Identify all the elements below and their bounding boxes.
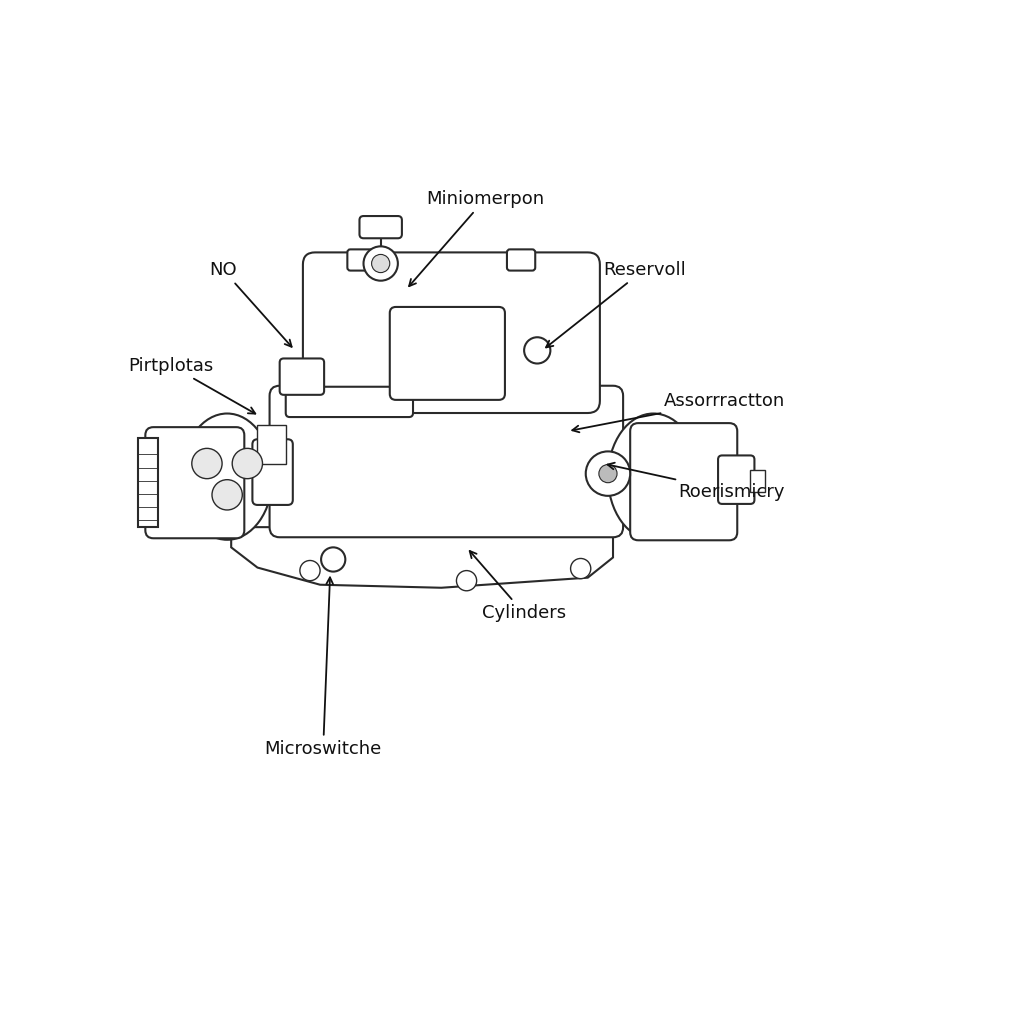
Circle shape	[524, 337, 550, 364]
FancyBboxPatch shape	[303, 252, 600, 413]
Ellipse shape	[608, 414, 698, 540]
Ellipse shape	[181, 414, 272, 540]
Circle shape	[322, 548, 345, 571]
Bar	[751, 470, 765, 492]
Text: Assorrractton: Assorrractton	[572, 392, 784, 432]
Circle shape	[570, 558, 591, 579]
FancyBboxPatch shape	[718, 456, 755, 504]
Circle shape	[586, 452, 630, 496]
Polygon shape	[231, 527, 613, 588]
Circle shape	[191, 449, 222, 478]
FancyBboxPatch shape	[252, 439, 293, 505]
Text: Microswitche: Microswitche	[264, 578, 382, 759]
FancyBboxPatch shape	[390, 307, 505, 400]
Text: Miniomerpon: Miniomerpon	[410, 189, 545, 286]
FancyBboxPatch shape	[280, 358, 325, 395]
Circle shape	[599, 465, 617, 482]
Circle shape	[364, 247, 398, 281]
Circle shape	[232, 449, 262, 478]
Circle shape	[457, 570, 476, 591]
Bar	[257, 425, 286, 464]
Text: Reservoll: Reservoll	[546, 260, 686, 347]
Circle shape	[212, 479, 243, 510]
Circle shape	[372, 254, 390, 272]
Text: Cylinders: Cylinders	[470, 551, 566, 622]
FancyBboxPatch shape	[507, 250, 536, 270]
Text: Pirtplotas: Pirtplotas	[128, 356, 255, 414]
Text: NO: NO	[209, 260, 292, 347]
Text: Roerismicry: Roerismicry	[607, 463, 785, 501]
FancyBboxPatch shape	[347, 250, 376, 270]
FancyBboxPatch shape	[145, 427, 245, 539]
FancyBboxPatch shape	[359, 216, 401, 239]
Circle shape	[300, 560, 321, 581]
FancyBboxPatch shape	[630, 423, 737, 541]
Bar	[138, 438, 159, 527]
FancyBboxPatch shape	[269, 386, 624, 538]
FancyBboxPatch shape	[286, 387, 413, 417]
